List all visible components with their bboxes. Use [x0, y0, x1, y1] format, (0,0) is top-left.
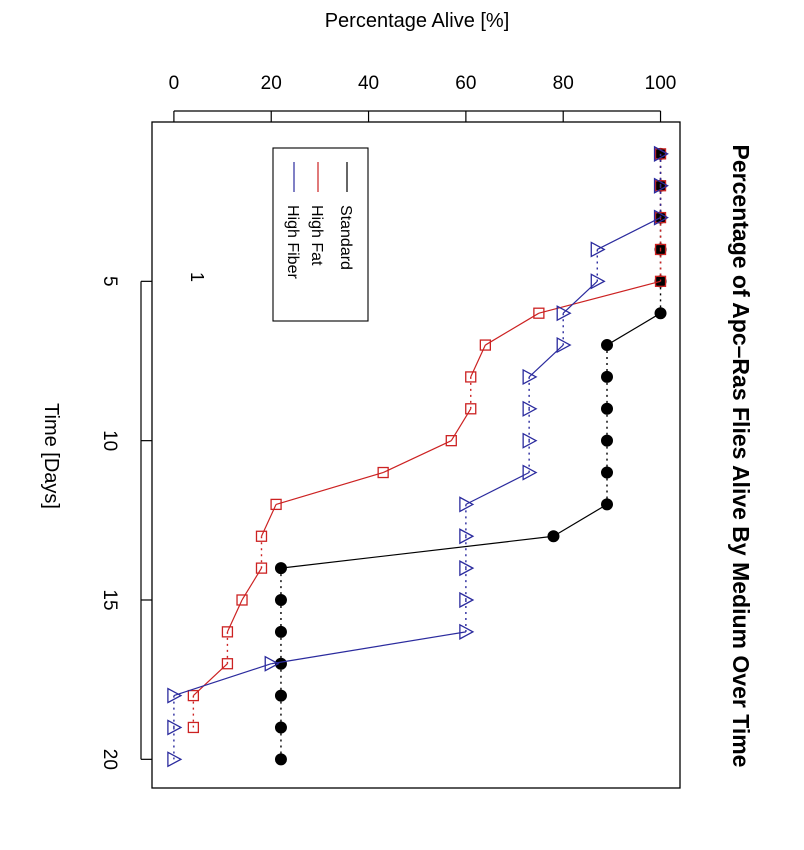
y-tick-label: 100 [645, 73, 677, 94]
y-tick-label: 80 [553, 73, 574, 94]
chart-title: Percentage of Apc–Ras Flies Alive By Med… [728, 145, 754, 768]
legend-box [272, 147, 369, 322]
data-point-high-fiber [590, 273, 606, 290]
data-point-high-fiber [459, 591, 475, 609]
data-point-standard [601, 339, 614, 352]
data-point-high-fiber [522, 368, 538, 386]
data-point-standard [274, 753, 287, 766]
data-point-high-fat [465, 403, 477, 415]
data-point-standard [274, 593, 287, 606]
data-point-standard [654, 307, 667, 320]
data-point-high-fat [221, 626, 234, 638]
plot-frame [151, 121, 681, 789]
series-segment [528, 344, 564, 378]
y-tick-label: 20 [261, 73, 282, 94]
series-segment [597, 217, 661, 250]
series-segment [382, 440, 452, 474]
data-point-high-fiber [556, 305, 572, 322]
data-point-high-fat [236, 594, 248, 606]
data-point-high-fat [377, 466, 389, 479]
data-point-high-fat [187, 689, 200, 702]
panel-annotation: 1 [187, 272, 207, 282]
data-point-standard [274, 689, 287, 702]
data-point-high-fiber [264, 655, 280, 672]
data-point-high-fiber [653, 177, 669, 194]
data-point-high-fiber [459, 560, 475, 577]
data-point-high-fat [654, 211, 667, 224]
data-point-high-fiber [459, 623, 475, 640]
y-tick-label: 60 [455, 73, 476, 94]
data-point-high-fat [533, 307, 545, 319]
series-segment [173, 663, 272, 697]
data-point-high-fat [479, 339, 491, 351]
series-high-fat [187, 148, 667, 734]
series-segment [271, 631, 466, 665]
data-point-standard [274, 562, 287, 575]
data-point-standard [601, 466, 614, 479]
data-point-high-fiber [522, 400, 538, 417]
data-point-standard [547, 530, 560, 543]
series-segment [192, 663, 228, 697]
data-point-standard [601, 402, 614, 415]
data-point-high-fat [654, 243, 667, 256]
legend: Standard High Fat High Fiber [272, 147, 369, 322]
data-point-high-fiber [167, 751, 183, 768]
data-point-high-fiber [459, 496, 475, 513]
y-tick-label: 0 [169, 73, 180, 94]
x-axis-ticks: 5 10 15 20 [99, 276, 152, 770]
series-segment [280, 535, 554, 569]
series-segment [562, 280, 598, 314]
data-point-high-fiber [522, 464, 538, 481]
data-point-high-fiber [556, 336, 572, 354]
data-point-high-fat [255, 562, 268, 574]
legend-label: Standard [337, 205, 354, 270]
y-axis-ticks: 0 20 40 60 80 100 [169, 73, 677, 122]
series-layer [167, 145, 669, 768]
data-point-high-fiber [590, 241, 606, 258]
data-point-high-fiber [653, 209, 669, 226]
x-tick-label: 20 [99, 749, 120, 770]
data-point-high-fiber [653, 145, 669, 162]
data-point-standard [601, 434, 614, 447]
data-point-high-fat [221, 658, 234, 670]
data-point-high-fat [445, 435, 457, 447]
y-axis-title: Percentage Alive [%] [325, 10, 510, 32]
data-point-high-fat [255, 530, 268, 542]
data-point-high-fat [270, 498, 282, 511]
data-point-high-fat [654, 275, 667, 287]
data-point-standard [601, 370, 614, 383]
data-point-high-fat [654, 180, 667, 192]
x-tick-label: 5 [99, 276, 120, 287]
data-point-high-fiber [459, 528, 475, 545]
series-segment [275, 471, 384, 505]
data-point-standard [274, 657, 287, 670]
x-tick-label: 15 [99, 589, 120, 610]
x-axis-title: Time [Days] [40, 403, 62, 509]
y-tick-label: 40 [358, 73, 379, 94]
data-point-high-fat [187, 721, 200, 734]
series-segment [553, 503, 608, 537]
series-segment [485, 312, 540, 346]
legend-label: High Fat [308, 205, 325, 266]
series-segment [465, 471, 530, 505]
data-point-standard [274, 721, 287, 734]
legend-label: High Fiber [284, 205, 301, 279]
data-point-standard [274, 625, 287, 638]
data-point-high-fiber [522, 432, 538, 449]
data-point-high-fat [654, 148, 667, 160]
series-segment [606, 312, 661, 346]
data-point-standard [601, 498, 614, 511]
series-high-fiber [167, 145, 669, 768]
x-tick-label: 10 [99, 430, 120, 451]
data-point-high-fiber [167, 687, 183, 704]
data-point-high-fiber [167, 719, 183, 736]
data-point-high-fat [465, 371, 477, 383]
